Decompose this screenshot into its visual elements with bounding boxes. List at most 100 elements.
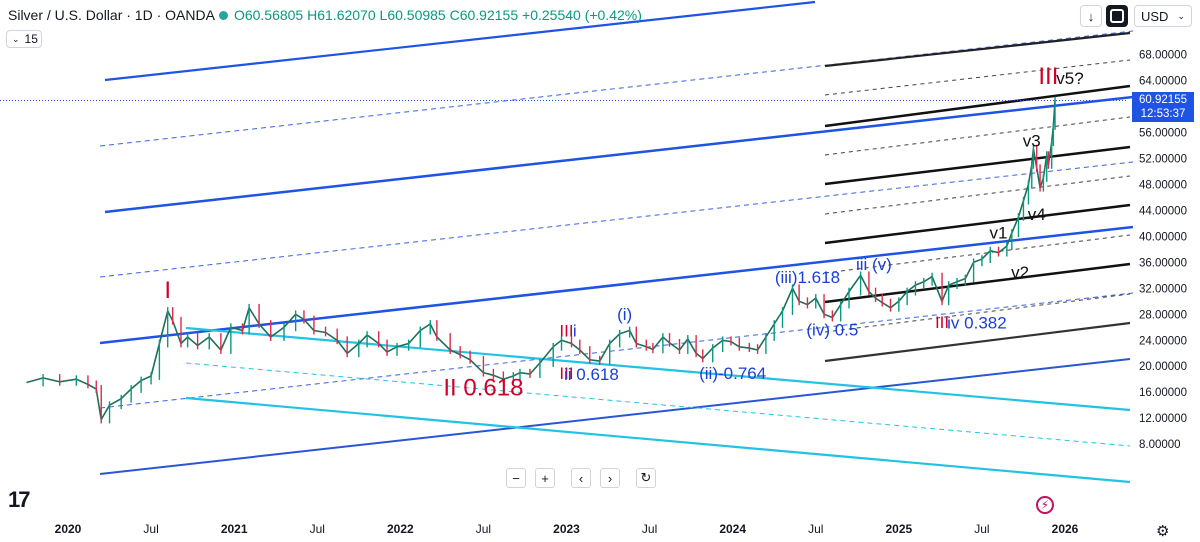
y-tick-label: 36.00000: [1139, 257, 1187, 269]
y-tick-label: 24.00000: [1139, 335, 1187, 347]
wave-label: III: [1038, 63, 1058, 90]
interval-input[interactable]: ⌄ 15: [6, 30, 42, 48]
y-tick-label: 44.00000: [1139, 205, 1187, 217]
last-price: 60.92155: [1139, 94, 1187, 106]
trend-line: [185, 326, 1131, 412]
close-value: C60.92155: [449, 7, 519, 23]
scroll-left-button[interactable]: ‹: [571, 468, 591, 488]
wave-label: (iv) 0.5: [806, 321, 858, 340]
trend-line: [185, 362, 1131, 447]
tradingview-logo[interactable]: 17: [8, 487, 31, 512]
price-line: [26, 100, 1056, 422]
trend-line: [824, 31, 1131, 68]
y-tick-label: 12.00000: [1139, 413, 1187, 425]
y-tick-label: 68.00000: [1139, 50, 1187, 62]
symbol-title[interactable]: Silver / U.S. Dollar · 1D · OANDA: [8, 7, 215, 23]
fullscreen-icon: [1110, 9, 1124, 23]
y-tick-label: 20.00000: [1139, 361, 1187, 373]
trend-line: [824, 321, 1131, 363]
high-value: H61.62070: [307, 7, 376, 23]
trend-line: [99, 292, 1134, 409]
x-tick-label: 2022: [387, 522, 414, 536]
trend-line: [104, 0, 816, 82]
x-tick-label: 2023: [553, 522, 580, 536]
wave-label: I: [164, 277, 171, 304]
currency-select[interactable]: USD ⌄: [1134, 5, 1192, 27]
x-tick-label: 2026: [1052, 522, 1079, 536]
price-axis: 8.00000 12.00000 16.00000 20.00000 24.00000 2…: [1139, 50, 1187, 452]
zoom-in-button[interactable]: +: [535, 468, 555, 488]
trend-line: [824, 145, 1131, 186]
trend-line: [824, 59, 1131, 96]
low-value: L60.50985: [379, 7, 446, 23]
trend-line: [824, 203, 1131, 245]
caret-down-icon: ⌄: [12, 33, 20, 44]
x-tick-label: Jul: [808, 522, 823, 536]
trend-line: [99, 30, 1134, 147]
zoom-out-icon: −: [512, 470, 520, 486]
chevron-right-icon: ›: [607, 470, 613, 486]
trend-line: [99, 358, 1131, 475]
x-tick-label: 2020: [55, 522, 82, 536]
trend-line: [99, 161, 1134, 278]
y-tick-label: 32.00000: [1139, 283, 1187, 295]
wave-label: i: [573, 321, 577, 340]
y-tick-label: 40.00000: [1139, 231, 1187, 243]
zoom-in-icon: +: [541, 470, 549, 486]
market-status-icon: [218, 11, 228, 21]
x-tick-label: Jul: [974, 522, 989, 536]
y-tick-label: 16.00000: [1139, 387, 1187, 399]
chevron-down-icon: ⌄: [1177, 10, 1185, 21]
zoom-out-button[interactable]: −: [506, 468, 526, 488]
interval-value: 15: [24, 32, 38, 46]
fullscreen-button[interactable]: [1106, 5, 1128, 27]
y-tick-label: 28.00000: [1139, 309, 1187, 321]
wave-label: III: [559, 364, 573, 383]
trend-line: [824, 293, 1131, 333]
y-tick-label: 56.00000: [1139, 127, 1187, 139]
currency-label: USD: [1141, 8, 1169, 24]
open-value: O60.56805: [233, 7, 304, 23]
wave-label: v4: [1028, 205, 1046, 224]
y-tick-label: 52.00000: [1139, 153, 1187, 165]
wave-label: v1: [990, 223, 1008, 242]
wave-label: v5?: [1056, 69, 1083, 88]
wave-label: (ii)-0.764: [699, 364, 766, 383]
wave-label: ii 0.618: [564, 365, 619, 384]
symbol-header: Silver / U.S. Dollar · 1D · OANDA O60.568…: [8, 7, 642, 23]
y-tick-label: 48.00000: [1139, 179, 1187, 191]
reset-chart-button[interactable]: ↻: [636, 468, 656, 488]
channel-lines: [0, 0, 1134, 484]
trend-line: [824, 175, 1131, 215]
trend-line: [824, 234, 1131, 274]
wave-label: iii (v): [856, 255, 892, 274]
bar-countdown: 12:53:37: [1140, 108, 1186, 120]
y-tick-label: 8.00000: [1139, 439, 1181, 451]
x-tick-label: 2021: [221, 522, 248, 536]
gear-icon[interactable]: ⚙: [1156, 523, 1170, 540]
wave-label: (i): [617, 305, 632, 324]
trend-line: [99, 225, 1134, 345]
x-tick-label: 2025: [885, 522, 912, 536]
lightning-icon[interactable]: ⚡: [1036, 496, 1054, 514]
trend-line: [824, 84, 1131, 128]
wave-label: v2: [1011, 263, 1029, 282]
change-value: +0.25540 (+0.42%): [522, 7, 642, 23]
x-tick-label: Jul: [476, 522, 491, 536]
wave-label: v3: [1023, 132, 1041, 151]
x-tick-label: 2024: [719, 522, 746, 536]
x-tick-label: Jul: [310, 522, 325, 536]
wave-label: III: [559, 321, 573, 340]
scroll-right-button[interactable]: ›: [600, 468, 620, 488]
last-price-label: 60.92155 12:53:37: [1132, 92, 1194, 122]
chevron-left-icon: ‹: [578, 470, 584, 486]
arrow-down-button[interactable]: ↓: [1080, 5, 1102, 27]
x-tick-label: Jul: [642, 522, 657, 536]
wave-label: II 0.618: [443, 374, 523, 401]
x-tick-label: Jul: [143, 522, 158, 536]
trend-line: [185, 396, 1131, 484]
arrow-down-icon: ↓: [1087, 8, 1095, 24]
time-axis: 2020 Jul 2021 Jul 2022 Jul 2023 Jul 2024 Jul 2025 J…: [55, 522, 1079, 536]
